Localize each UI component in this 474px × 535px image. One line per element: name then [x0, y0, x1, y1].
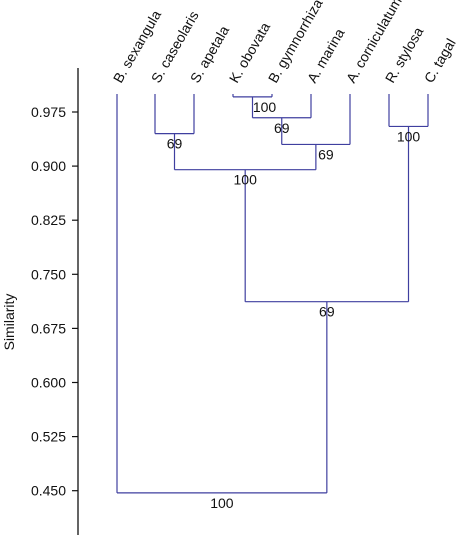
- support-value: 69: [319, 304, 335, 320]
- y-tick-label: 0.900: [31, 158, 66, 174]
- support-value: 100: [210, 495, 234, 511]
- y-tick-label: 0.750: [31, 266, 66, 282]
- y-axis-ticks: 0.975 0.900 0.825 0.750 0.675 0.600 0.525 0.450: [31, 104, 78, 499]
- y-tick-label: 0.450: [31, 483, 66, 499]
- leaf-label: R. stylosa: [382, 24, 427, 85]
- support-value: 100: [397, 128, 421, 144]
- y-tick-label: 0.825: [31, 212, 66, 228]
- y-axis-title: Similarity: [1, 294, 17, 351]
- y-tick-label: 0.675: [31, 320, 66, 336]
- y-tick-label: 0.600: [31, 374, 66, 390]
- support-value: 100: [234, 172, 258, 188]
- leaf-label: A. marina: [304, 25, 348, 85]
- support-value: 69: [274, 120, 290, 136]
- y-tick-label: 0.975: [31, 104, 66, 120]
- support-value: 69: [318, 146, 334, 162]
- y-tick-label: 0.525: [31, 429, 66, 445]
- leaf-label: C. tagal: [421, 36, 459, 86]
- leaf-label: S. apetala: [187, 23, 232, 86]
- support-value: 100: [253, 99, 277, 115]
- support-value: 69: [167, 136, 183, 152]
- tree-branches: [116, 94, 429, 494]
- support-labels: 100 69 69 69 100 100 69 100: [167, 99, 421, 511]
